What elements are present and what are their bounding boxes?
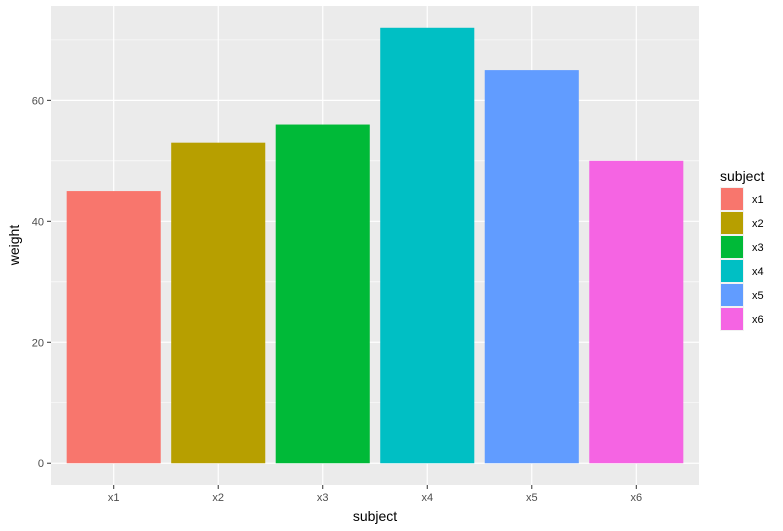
bar-x4: [380, 27, 475, 464]
bar-x1: [66, 191, 161, 464]
y-tick-label: 60: [32, 95, 44, 107]
legend-label-x2: x2: [752, 218, 764, 230]
legend-label-x1: x1: [752, 194, 764, 206]
legend-key-x3: [721, 236, 743, 258]
legend-label-x5: x5: [752, 290, 764, 302]
legend-title: subject: [720, 168, 764, 184]
x-tick-label: x6: [630, 492, 642, 504]
legend-label-x3: x3: [752, 242, 764, 254]
x-tick-label: x2: [212, 492, 224, 504]
y-tick-label: 40: [32, 216, 44, 228]
legend: subject x1 x2 x3 x4 x5 x6: [720, 168, 764, 331]
legend-label-x6: x6: [752, 314, 764, 326]
bar-x2: [171, 142, 266, 464]
bar-x3: [275, 124, 370, 464]
legend-key-x2: [721, 212, 743, 234]
legend-key-x4: [721, 260, 743, 282]
x-tick-label: x4: [421, 492, 433, 504]
legend-key-x5: [721, 284, 743, 306]
bars: [66, 27, 684, 464]
bar-x5: [484, 70, 579, 464]
x-tick-label: x5: [526, 492, 538, 504]
y-axis-title: weight: [6, 225, 22, 267]
x-axis: x1 x2 x3 x4 x5 x6: [108, 485, 642, 504]
y-axis: 0 20 40 60: [32, 95, 51, 470]
y-tick-label: 0: [38, 458, 44, 470]
bar-x6: [589, 160, 684, 464]
legend-label-x4: x4: [752, 266, 764, 278]
x-axis-title: subject: [353, 508, 397, 524]
x-tick-label: x3: [317, 492, 329, 504]
x-tick-label: x1: [108, 492, 120, 504]
legend-key-x6: [721, 308, 743, 330]
legend-key-x1: [721, 188, 743, 210]
y-tick-label: 20: [32, 337, 44, 349]
